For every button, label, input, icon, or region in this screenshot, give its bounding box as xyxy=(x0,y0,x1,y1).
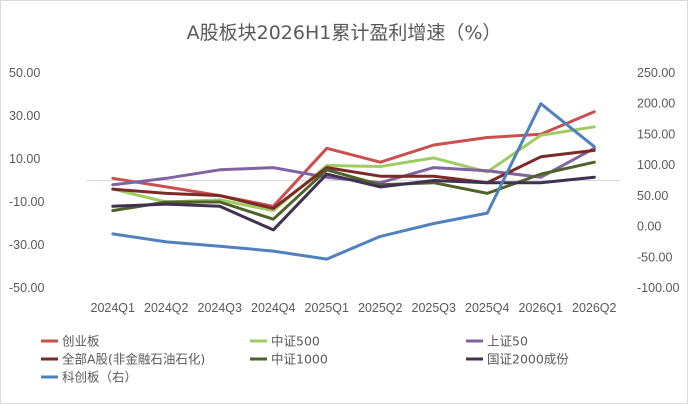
series-line xyxy=(111,110,596,208)
y-left-tick-label: 50.00 xyxy=(9,66,40,80)
y-left-tick-label: -50.00 xyxy=(9,281,44,295)
axis-labels: 50.00 30.00 10.00 -10.00 -30.00 -50.00 250.00 2… xyxy=(9,66,679,315)
y-left-tick-label: 30.00 xyxy=(9,109,40,123)
legend: 创业板 中证500 上证50 全部A股(非金融石油石化) 中证1000 国证2000成份科… xyxy=(41,334,569,385)
y-right-tick-label: -100.00 xyxy=(637,281,679,295)
y-left-tick-label: 10.00 xyxy=(9,152,40,166)
legend-label: 全部A股(非金融石油石化) xyxy=(62,352,205,367)
legend-label: 创业板 xyxy=(62,334,100,349)
x-tick-label: 2024Q4 xyxy=(251,301,296,315)
y-left-tick-label: -30.00 xyxy=(9,238,44,252)
y-right-tick-label: 50.00 xyxy=(637,189,668,203)
y-right-tick-label: -50.00 xyxy=(637,250,672,264)
x-tick-label: 2024Q2 xyxy=(144,301,189,315)
chart-title: A股板块2026H1累计盈利增速（%） xyxy=(187,22,502,44)
legend-label: 科创板（右） xyxy=(62,370,137,385)
y-right-tick-label: 150.00 xyxy=(637,127,675,141)
x-tick-label: 2025Q1 xyxy=(305,301,350,315)
legend-label: 上证50 xyxy=(487,334,528,349)
series-line xyxy=(111,148,596,210)
x-tick-label: 2026Q1 xyxy=(519,301,564,315)
series-line xyxy=(111,172,596,232)
y-left-tick-label: -10.00 xyxy=(9,195,44,209)
x-tick-label: 2024Q3 xyxy=(198,301,243,315)
x-tick-label: 2025Q4 xyxy=(465,301,510,315)
y-right-tick-label: 100.00 xyxy=(637,158,675,172)
y-right-tick-label: 250.00 xyxy=(637,66,675,80)
x-tick-label: 2025Q2 xyxy=(358,301,403,315)
legend-label: 国证2000成份 xyxy=(487,352,569,367)
y-right-tick-label: 0.00 xyxy=(637,220,661,234)
x-tick-label: 2025Q3 xyxy=(412,301,457,315)
y-right-tick-label: 200.00 xyxy=(637,97,675,111)
legend-label: 中证500 xyxy=(271,334,320,349)
x-tick-label: 2026Q2 xyxy=(572,301,617,315)
legend-label: 中证1000 xyxy=(271,352,328,367)
series-line xyxy=(111,102,596,261)
x-tick-label: 2024Q1 xyxy=(91,301,136,315)
series-lines xyxy=(111,102,596,261)
